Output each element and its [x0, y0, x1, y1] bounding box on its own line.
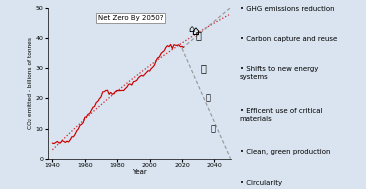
- Text: • Efficent use of critical
materials: • Efficent use of critical materials: [239, 108, 322, 122]
- Text: 🌲: 🌲: [200, 63, 206, 73]
- Text: 🏭: 🏭: [195, 30, 201, 40]
- Text: • Clean, green production: • Clean, green production: [239, 149, 330, 155]
- Text: ⌂: ⌂: [188, 24, 195, 34]
- Text: ⛏: ⛏: [210, 124, 215, 133]
- Text: • Circularity: • Circularity: [239, 180, 281, 186]
- Text: • GHG emissions reduction: • GHG emissions reduction: [239, 6, 334, 12]
- Y-axis label: CO₂ emitted - billions of tonnes: CO₂ emitted - billions of tonnes: [28, 37, 33, 129]
- Text: • Shifts to new energy
systems: • Shifts to new energy systems: [239, 66, 318, 80]
- X-axis label: Year: Year: [132, 169, 146, 175]
- Text: ⌂: ⌂: [191, 25, 199, 38]
- Text: Net Zero By 2050?: Net Zero By 2050?: [98, 15, 163, 21]
- Text: • Carbon capture and reuse: • Carbon capture and reuse: [239, 36, 337, 42]
- Text: 🚗: 🚗: [205, 94, 210, 103]
